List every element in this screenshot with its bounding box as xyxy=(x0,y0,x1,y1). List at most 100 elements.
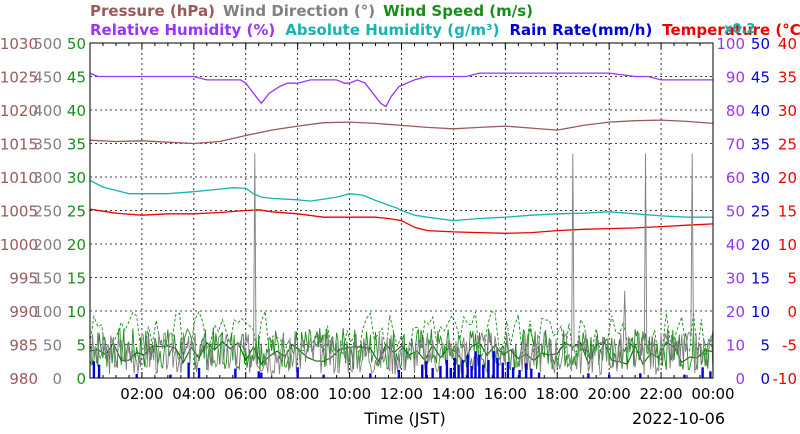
rain-bar xyxy=(369,373,372,378)
x-tick-label: 02:00 xyxy=(120,385,163,403)
series-line xyxy=(89,179,713,222)
legend-entry: Pressure (hPa) xyxy=(90,2,215,20)
humidity-tick-label: 20 xyxy=(726,303,745,321)
rain-bar xyxy=(424,361,428,378)
rain-rate-tick-label: 40 xyxy=(751,102,770,120)
x-axis-labels: 02:00 04:00 06:00 08:00 10:00 12:00 14:00 16:00… xyxy=(120,385,734,403)
rain-bar xyxy=(524,363,528,378)
rain-bar xyxy=(530,368,533,378)
x-tick-label: 06:00 xyxy=(224,385,267,403)
wind-direction-tick-label: 0 xyxy=(52,370,62,388)
pressure-tick-label: 980 xyxy=(9,370,38,388)
rain-rate-tick-label: 10 xyxy=(751,303,770,321)
humidity-tick-label: 80 xyxy=(726,102,745,120)
temperature-tick-label: -10 xyxy=(773,370,798,388)
wind-direction-tick-label: 500 xyxy=(33,35,62,53)
humidity-tick-label: 10 xyxy=(726,337,745,355)
x-tick-label: 10:00 xyxy=(328,385,371,403)
pressure-tick-label: 1020 xyxy=(0,102,38,120)
humidity-tick-label: 90 xyxy=(726,69,745,87)
rain-bar xyxy=(639,373,642,378)
y-axis-labels: 9809859909951000100510101015102010251030… xyxy=(0,35,797,388)
wind-direction-tick-label: 50 xyxy=(43,337,62,355)
rain-bar xyxy=(135,373,138,378)
x-tick-label: 04:00 xyxy=(172,385,215,403)
temperature-tick-label: 25 xyxy=(778,136,797,154)
rain-bar xyxy=(445,359,449,378)
rain-bar xyxy=(257,371,260,378)
plot-frame xyxy=(89,42,714,379)
rain-bar xyxy=(518,369,521,378)
pressure-tick-label: 1025 xyxy=(0,69,38,87)
rain-bar xyxy=(501,362,504,378)
pressure-tick-label: 990 xyxy=(9,303,38,321)
x-axis-title: Time (JST) xyxy=(363,409,445,428)
temperature-tick-label: 10 xyxy=(778,236,797,254)
rain-rate-tick-label: 20 xyxy=(751,236,770,254)
wind-direction-tick-label: 450 xyxy=(33,69,62,87)
rain-bar xyxy=(260,372,263,378)
rain-bar xyxy=(449,367,453,378)
rain-bar xyxy=(421,364,424,378)
humidity-tick-label: 70 xyxy=(726,136,745,154)
wind-speed-tick-label: 0 xyxy=(76,370,86,388)
temperature-tick-label: 5 xyxy=(787,270,797,288)
rain-bar xyxy=(482,364,485,378)
rain-rate-tick-label: 25 xyxy=(751,203,770,221)
rain-bar xyxy=(478,354,481,378)
x-tick-label: 08:00 xyxy=(276,385,319,403)
x-tick-label: 18:00 xyxy=(536,385,579,403)
humidity-tick-label: 40 xyxy=(726,236,745,254)
legend-entry: Wind Direction (°) xyxy=(223,2,375,20)
legend-entry: Absolute Humidity (g/m³) xyxy=(285,21,499,39)
wind-speed-tick-label: 30 xyxy=(67,169,86,187)
rain-rate-tick-label: 30 xyxy=(751,169,770,187)
pressure-tick-label: 1000 xyxy=(0,236,38,254)
rain-bar xyxy=(197,367,201,378)
legend-entry: Rain Rate(mm/h) xyxy=(509,21,652,39)
rain-bar xyxy=(474,351,477,378)
rain-bar xyxy=(511,367,515,378)
legend: Pressure (hPa) Wind Direction (°) Wind Spe… xyxy=(90,2,800,39)
rain-bar xyxy=(187,362,190,378)
series-layer xyxy=(89,72,714,378)
rain-bar xyxy=(457,364,460,378)
rain-bar xyxy=(496,357,499,378)
wind-speed-tick-label: 5 xyxy=(76,337,86,355)
wind-speed-tick-label: 45 xyxy=(67,69,86,87)
wind-speed-tick-label: 35 xyxy=(67,136,86,154)
pressure-tick-label: 1015 xyxy=(0,136,38,154)
rain-bar xyxy=(322,374,325,378)
wind-speed-tick-label: 10 xyxy=(67,303,86,321)
rain-bar xyxy=(487,359,490,378)
humidity-tick-label: 30 xyxy=(726,270,745,288)
rain-bar xyxy=(701,367,704,378)
wind-speed-tick-label: 25 xyxy=(67,203,86,221)
rain-bar xyxy=(431,367,434,378)
wind-direction-tick-label: 150 xyxy=(33,270,62,288)
temperature-tick-label: 30 xyxy=(778,102,797,120)
rain-bar xyxy=(587,373,590,378)
temperature-tick-label: 15 xyxy=(778,203,797,221)
humidity-tick-label: 50 xyxy=(726,203,745,221)
legend-entry: Temperature (°C) xyxy=(662,21,800,39)
temperature-tick-label: -5 xyxy=(782,337,797,355)
wind-direction-tick-label: 100 xyxy=(33,303,62,321)
rain-bar xyxy=(607,374,611,378)
rain-bar xyxy=(169,374,172,378)
wind-direction-tick-label: 200 xyxy=(33,236,62,254)
rain-bar xyxy=(234,368,237,378)
pressure-tick-label: 1010 xyxy=(0,169,38,187)
rain-rate-tick-label: 15 xyxy=(751,270,770,288)
rain-bar xyxy=(439,365,442,378)
wind-direction-tick-label: 300 xyxy=(33,169,62,187)
rain-bar xyxy=(296,367,299,378)
legend-entry: Relative Humidity (%) xyxy=(90,21,275,39)
rain-scale-note: x0.2 xyxy=(724,22,755,37)
rain-rate-tick-label: 35 xyxy=(751,136,770,154)
rain-bar xyxy=(492,351,495,378)
rain-bar xyxy=(92,361,96,378)
wind-speed-tick-label: 50 xyxy=(67,35,86,53)
series-line-gust xyxy=(89,310,714,360)
rain-bar xyxy=(683,374,686,378)
